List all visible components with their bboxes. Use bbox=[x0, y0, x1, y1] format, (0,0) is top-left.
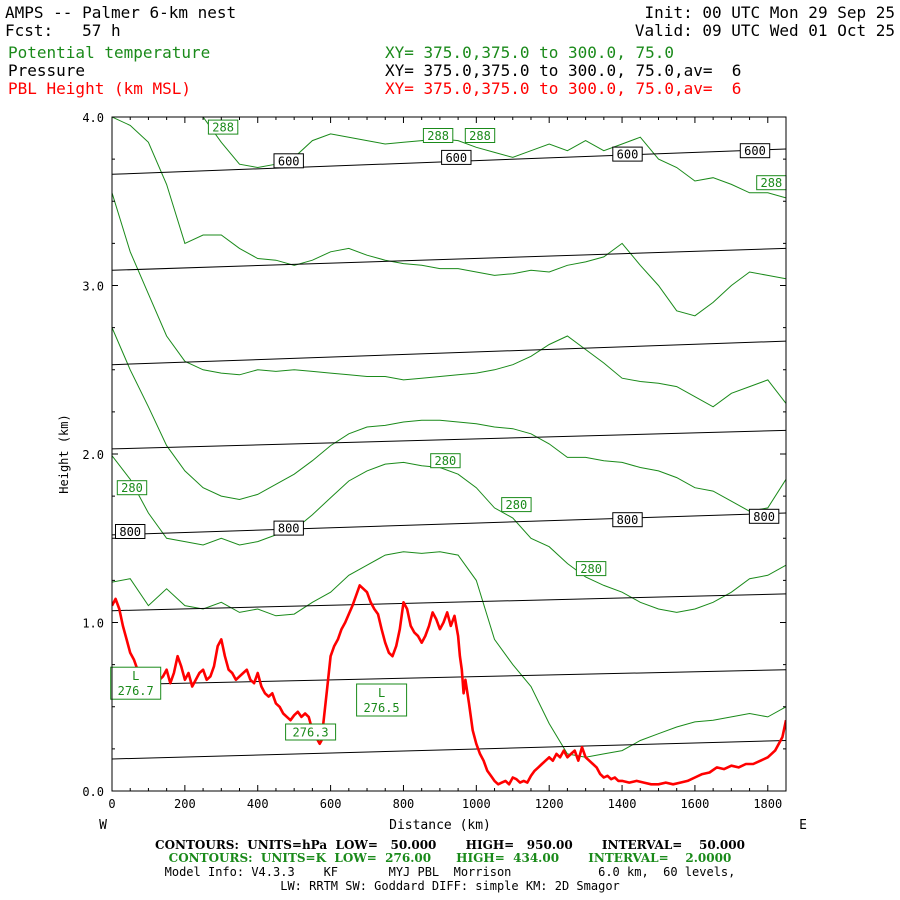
pressure-label-4-box bbox=[115, 524, 146, 539]
pressure-label-5: 800 bbox=[278, 522, 300, 536]
theta-contour-2 bbox=[112, 327, 786, 512]
pressure-label-3: 600 bbox=[744, 144, 766, 158]
y-tick-label-2: 2.0 bbox=[82, 448, 104, 462]
y-tick-label-1: 1.0 bbox=[82, 617, 104, 631]
theta-low-letter-0: L bbox=[132, 669, 139, 683]
theta-label-7: 280 bbox=[580, 562, 602, 576]
x-tick-label-1: 200 bbox=[174, 797, 196, 811]
pressure-label-2-box bbox=[612, 146, 643, 162]
direction-east: E bbox=[799, 818, 807, 833]
theta-label-1-box bbox=[422, 128, 454, 143]
pressure-label-1: 600 bbox=[445, 151, 467, 165]
pressure-label-6: 800 bbox=[617, 513, 639, 527]
theta-label-3: 288 bbox=[761, 176, 783, 190]
theta-contour-5 bbox=[202, 117, 786, 199]
theta-low-box-2 bbox=[285, 723, 337, 741]
x-tick-label-9: 1800 bbox=[753, 797, 782, 811]
theta-low-value-1: 276.5 bbox=[364, 701, 400, 715]
field-xsec-pbl: XY= 375.0,375.0 to 300.0, 75.0,av= 6 bbox=[385, 79, 742, 98]
pbl-height-line bbox=[112, 584, 786, 786]
pressure-label-3-box bbox=[739, 143, 771, 159]
forecast-hour: Fcst: 57 h bbox=[5, 21, 121, 40]
pressure-label-2: 600 bbox=[617, 148, 639, 162]
theta-low-value-0: 276.7 bbox=[118, 684, 154, 698]
theta-low-box-1 bbox=[356, 683, 408, 717]
pressure-contour-6 bbox=[112, 247, 786, 271]
theta-label-4-box bbox=[116, 480, 148, 496]
pressure-contour-0 bbox=[112, 740, 786, 760]
footer-theta-contours: CONTOURS: UNITS=K LOW= 276.00 HIGH= 434.… bbox=[168, 851, 732, 865]
pbl-height-series bbox=[112, 584, 786, 786]
theta-low-letter-1: L bbox=[378, 686, 385, 700]
pressure-contour-1 bbox=[112, 669, 786, 686]
theta-label-7-box bbox=[575, 561, 607, 577]
theta-label-1: 288 bbox=[427, 129, 449, 143]
theta-label-2: 288 bbox=[469, 129, 491, 143]
direction-west: W bbox=[99, 818, 107, 833]
pressure-contour-4 bbox=[112, 429, 786, 450]
theta-label-6-box bbox=[501, 497, 532, 513]
pressure-label-4: 800 bbox=[119, 525, 141, 539]
axes: 0 200 400 600 800 1000 1200 1400 1600 1800 0.0 1.0 2… bbox=[82, 111, 787, 811]
theta-low-value-2: 276.3 bbox=[293, 726, 329, 740]
x-tick-label-4: 800 bbox=[393, 797, 415, 811]
theta-label-0: 288 bbox=[212, 121, 234, 135]
pressure-contour-5 bbox=[112, 340, 786, 366]
init-time: Init: 00 UTC Mon 29 Sep 25 bbox=[644, 3, 895, 22]
field-xsec-theta: XY= 375.0,375.0 to 300.0, 75.0 bbox=[385, 43, 674, 62]
footer-pressure-contours: CONTOURS: UNITS=hPa LOW= 50.000 HIGH= 95… bbox=[155, 838, 745, 852]
theta-contour-1 bbox=[112, 455, 786, 613]
footer-physics-info: LW: RRTM SW: Goddard DIFF: simple KM: 2D… bbox=[280, 879, 620, 893]
pressure-label-5-box bbox=[273, 520, 304, 536]
y-tick-label-3: 3.0 bbox=[82, 280, 104, 294]
x-tick-label-2: 400 bbox=[247, 797, 269, 811]
theta-contours bbox=[112, 117, 786, 758]
footer-model-info: Model Info: V4.3.3 KF MYJ PBL Morrison 6… bbox=[164, 865, 736, 879]
field-xsec-pressure: XY= 375.0,375.0 to 300.0, 75.0,av= 6 bbox=[385, 61, 742, 80]
theta-label-0-box bbox=[207, 119, 239, 135]
pressure-label-0-box bbox=[273, 153, 304, 169]
field-name-theta: Potential temperature bbox=[8, 43, 211, 62]
y-axis-label: Height (km) bbox=[57, 414, 71, 493]
theta-label-4: 280 bbox=[121, 481, 143, 495]
theta-low-box-0 bbox=[110, 666, 162, 700]
pressure-label-6-box bbox=[612, 512, 643, 528]
x-axis-label: Distance (km) bbox=[389, 818, 491, 833]
x-tick-label-8: 1600 bbox=[680, 797, 709, 811]
model-title: AMPS -- Palmer 6-km nest bbox=[5, 3, 237, 22]
theta-label-5: 280 bbox=[435, 454, 457, 468]
pressure-label-7: 800 bbox=[753, 510, 775, 524]
x-tick-label-3: 600 bbox=[320, 797, 342, 811]
field-name-pbl: PBL Height (km MSL) bbox=[8, 79, 192, 98]
theta-contour-3 bbox=[112, 192, 786, 408]
valid-time: Valid: 09 UTC Wed 01 Oct 25 bbox=[634, 21, 895, 40]
theta-label-5-box bbox=[430, 453, 461, 469]
theta-contour-0 bbox=[112, 551, 786, 758]
theta-contour-4 bbox=[112, 117, 786, 317]
theta-label-6: 280 bbox=[506, 498, 528, 512]
x-tick-label-0: 0 bbox=[108, 797, 115, 811]
field-name-pressure: Pressure bbox=[8, 61, 86, 80]
theta-label-2-box bbox=[464, 128, 496, 143]
y-tick-label-4: 4.0 bbox=[82, 111, 104, 125]
x-tick-label-7: 1400 bbox=[608, 797, 637, 811]
x-tick-label-6: 1200 bbox=[535, 797, 564, 811]
x-tick-label-5: 1000 bbox=[462, 797, 491, 811]
pressure-label-0: 600 bbox=[278, 154, 300, 168]
pressure-label-7-box bbox=[748, 508, 780, 524]
pressure-contour-3 bbox=[112, 512, 786, 536]
y-tick-label-0: 0.0 bbox=[82, 785, 104, 799]
pressure-label-1-box bbox=[441, 149, 472, 165]
pressure-contour-2 bbox=[112, 593, 786, 612]
contour-labels: 600 600 600 600 800 800 800 800 288 288 288 288 280 2… bbox=[110, 119, 787, 741]
